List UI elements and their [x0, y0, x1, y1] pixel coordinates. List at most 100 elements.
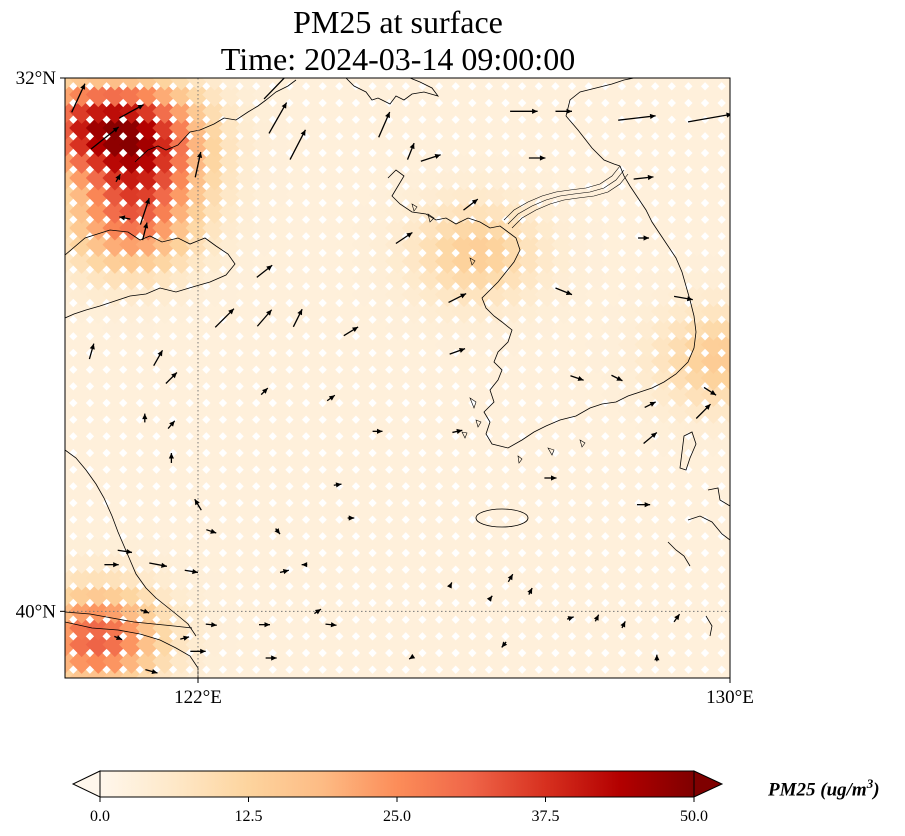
pm25-cell [534, 632, 560, 658]
pm25-cell [152, 515, 178, 541]
pm25-cell [617, 448, 643, 474]
pm25-cell [451, 132, 477, 158]
pm25-cell [651, 348, 676, 374]
pm25-cell [168, 98, 194, 124]
wind-arrow [268, 102, 288, 134]
wind-arrow [184, 568, 199, 575]
pm25-cell [484, 465, 510, 491]
pm25-cell [285, 182, 311, 208]
pm25-cell [152, 49, 177, 74]
pm25-cell [700, 82, 726, 108]
pm25-cell [684, 49, 709, 74]
wind-arrow [555, 287, 573, 296]
pm25-cell [368, 632, 394, 658]
pm25-cell [684, 98, 710, 124]
pm25-cell [135, 332, 161, 358]
pm25-cell [385, 398, 410, 424]
pm25-cell [534, 648, 560, 674]
wind-arrow [114, 635, 123, 641]
pm25-cell [85, 482, 111, 508]
pm25-cell [651, 132, 676, 158]
pm25-cell [202, 165, 228, 191]
pm25-cell [700, 415, 726, 441]
pm25-cell [668, 49, 693, 74]
pm25-cell [734, 82, 759, 107]
pm25-cell [119, 415, 144, 441]
pm25-cell [468, 282, 494, 308]
pm25-cell [335, 148, 361, 174]
pm25-cell [235, 482, 261, 508]
pm25-cell [700, 632, 726, 658]
pm25-cell [385, 332, 410, 358]
pm25-cell [700, 565, 726, 591]
pm25-cell [634, 182, 660, 208]
pm25-cell [285, 298, 311, 324]
pm25-cell [85, 382, 111, 408]
pm25-cell [252, 565, 277, 591]
pm25-cell [351, 582, 377, 608]
pm25-cell [484, 432, 510, 458]
pm25-cell [584, 565, 610, 591]
pm25-cell [168, 248, 194, 274]
pm25-cell [318, 315, 344, 341]
pm25-cell [351, 382, 377, 408]
pm25-cell [734, 299, 759, 324]
pm25-cell [651, 248, 676, 274]
pm25-cell [501, 132, 527, 158]
pm25-cell [119, 132, 144, 158]
pm25-cell [418, 648, 444, 674]
pm25-cell [185, 132, 211, 158]
pm25-cell [185, 315, 211, 341]
pm25-cell [301, 548, 327, 574]
pm25-cell [268, 582, 294, 608]
pm25-cell [218, 348, 244, 374]
pm25-cell [684, 165, 710, 191]
pm25-cell [468, 632, 494, 658]
pm25-cell [717, 598, 730, 624]
pm25-cell [717, 582, 730, 608]
pm25-cell [518, 348, 543, 374]
pm25-cell [235, 548, 261, 574]
pm25-cell [268, 165, 294, 191]
pm25-cell [301, 582, 327, 608]
pm25-cell [534, 532, 560, 558]
pm25-cell [418, 182, 444, 208]
map-timestamp: Time: 2024-03-14 09:00:00 [220, 41, 576, 77]
pm25-cell [468, 648, 494, 674]
pm25-cell [119, 248, 144, 274]
pm25-cell [700, 182, 726, 208]
pm25-cell [85, 98, 111, 124]
pm25-cell [484, 148, 510, 174]
pm25-cell [700, 148, 726, 174]
pm25-cell [168, 198, 194, 224]
pm25-cell [551, 165, 577, 191]
pm25-cell [700, 465, 726, 491]
pm25-cell [484, 115, 510, 141]
pm25-cell [684, 332, 710, 358]
pm25-cell [434, 182, 460, 208]
pm25-cell [351, 548, 377, 574]
pm25-cell [567, 415, 593, 441]
pm25-cell [634, 82, 660, 108]
pm25-cell [235, 348, 261, 374]
pm25-cell [168, 165, 194, 191]
pm25-cell [518, 632, 543, 658]
pm25-cell [567, 548, 593, 574]
pm25-cell [418, 248, 444, 274]
pm25-cell [418, 632, 444, 658]
pm25-cell [69, 582, 95, 608]
pm25-cell [152, 648, 178, 674]
pm25-cell [484, 215, 510, 241]
pm25-cell [634, 582, 660, 608]
pm25-cell [252, 182, 277, 208]
pm25-cell [634, 215, 660, 241]
pm25-cell [252, 515, 277, 541]
pm25-cell [717, 565, 730, 591]
pm25-cell [418, 565, 444, 591]
wind-arrow [168, 453, 174, 463]
pm25-cell [218, 182, 244, 208]
pm25-cell [69, 398, 95, 424]
pm25-cell [717, 332, 730, 358]
wind-arrow [145, 669, 158, 675]
pm25-cell [301, 565, 327, 591]
